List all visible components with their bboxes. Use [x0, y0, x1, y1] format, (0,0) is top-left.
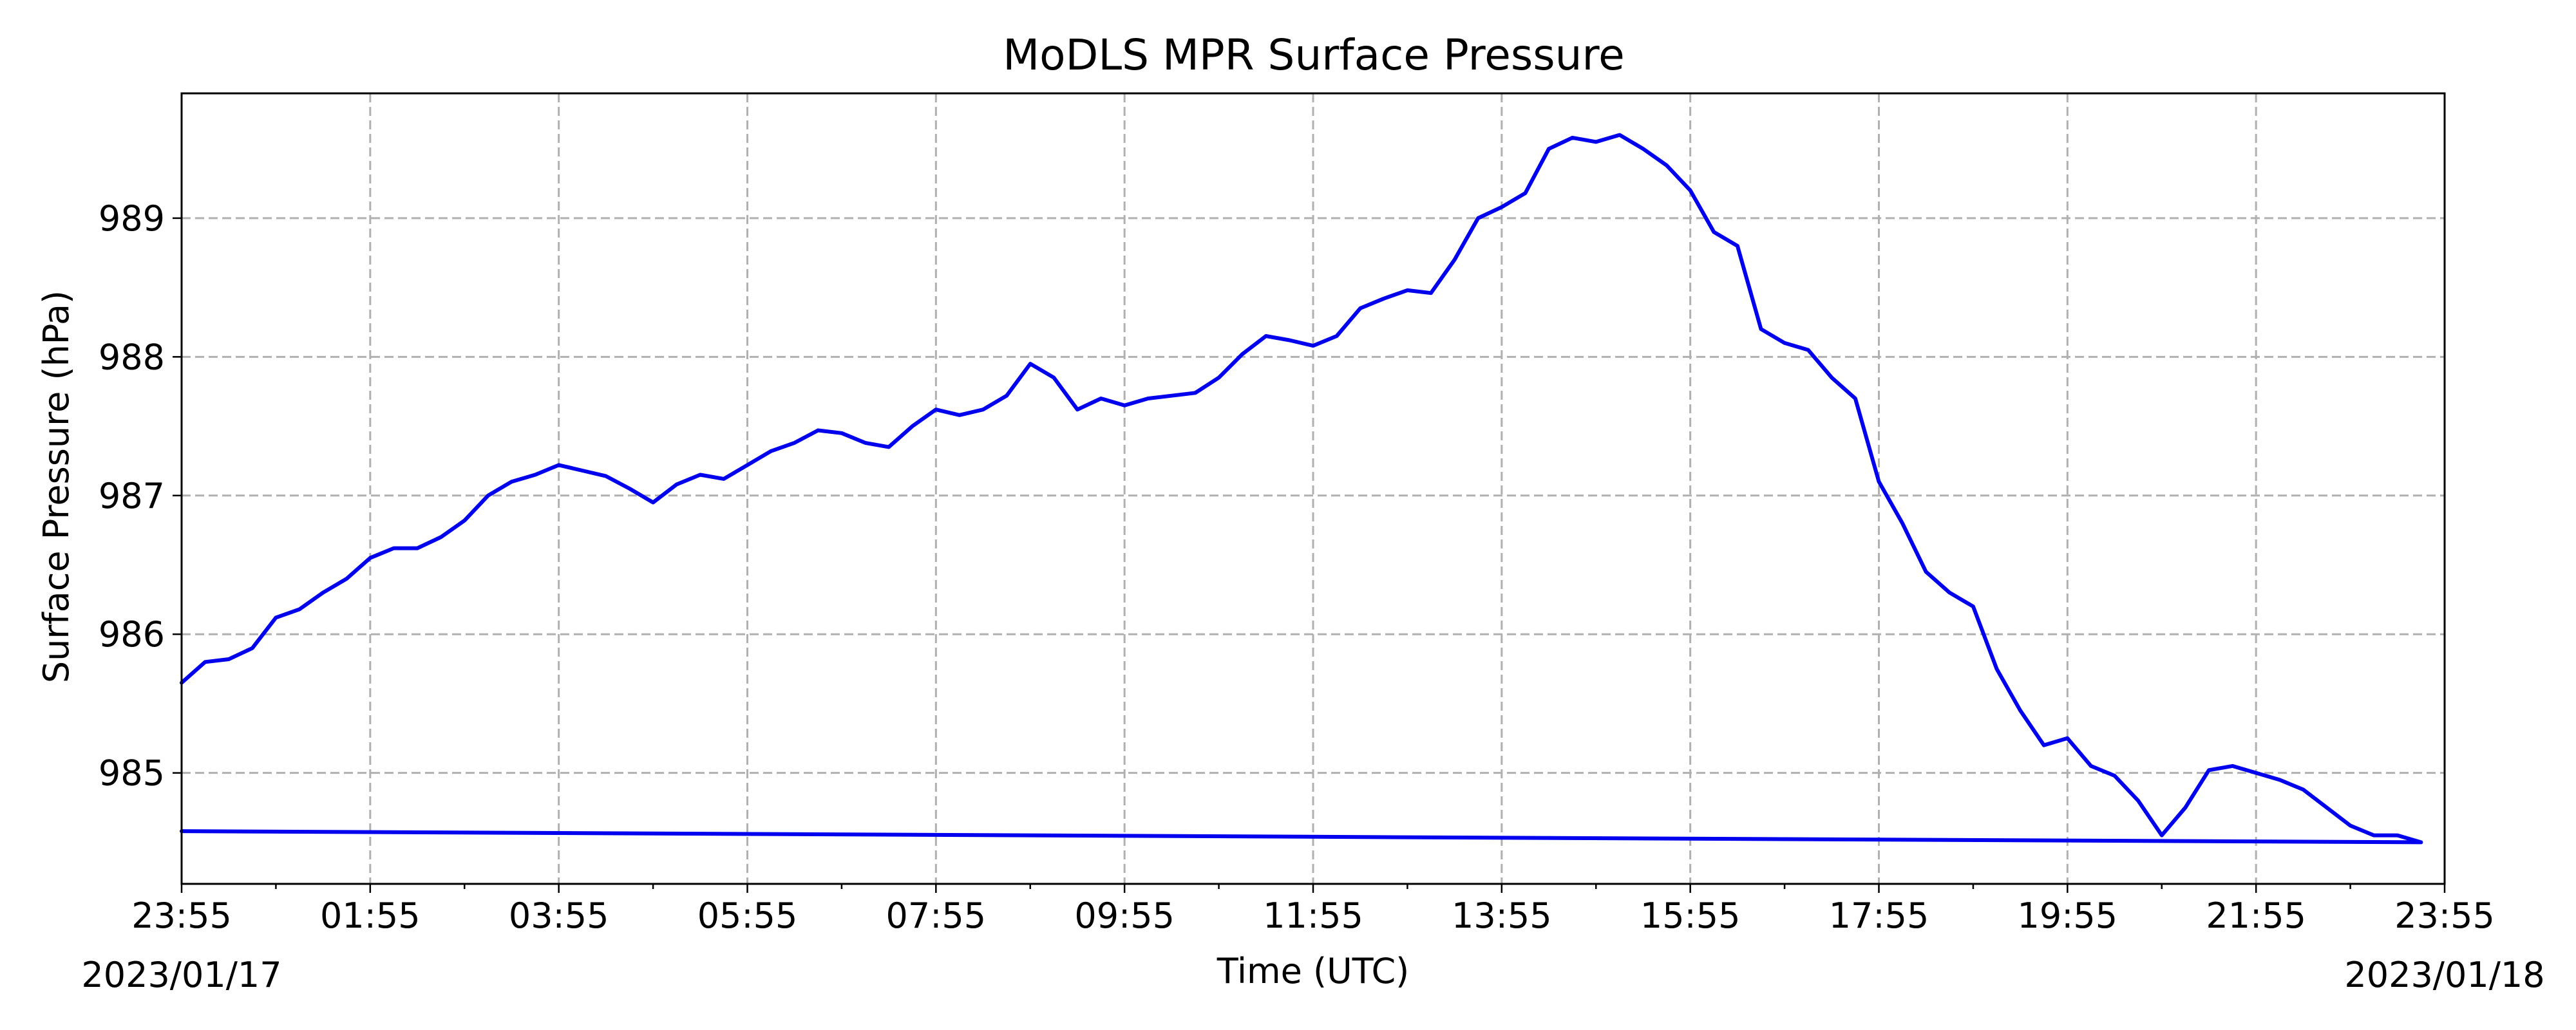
y-tick-label: 988 — [99, 337, 165, 377]
x-tick-label: 23:55 — [2394, 895, 2495, 936]
plot-area — [180, 133, 2423, 845]
pressure-series-line — [180, 133, 2423, 845]
x-tick-label: 05:55 — [697, 895, 798, 936]
x-end-date: 2023/01/18 — [2344, 955, 2544, 995]
x-tick-label: 03:55 — [509, 895, 609, 936]
x-tick-label: 11:55 — [1263, 895, 1363, 936]
x-tick-label: 15:55 — [1640, 895, 1741, 936]
grid — [182, 93, 2445, 884]
x-start-date: 2023/01/17 — [81, 955, 281, 995]
x-tick-label: 19:55 — [2018, 895, 2118, 936]
axis-ticks: 23:55 01:55 03:55 05:55 07:55 09:55 11:55 13:55… — [99, 198, 2495, 936]
plot-frame — [180, 92, 2446, 885]
x-tick-label: 23:55 — [131, 895, 232, 936]
x-tick-label: 17:55 — [1829, 895, 1929, 936]
x-tick-label: 01:55 — [320, 895, 421, 936]
x-axis-label: Time (UTC) — [1217, 951, 1410, 991]
x-tick-label: 13:55 — [1452, 895, 1552, 936]
y-axis-label: Surface Pressure (hPa) — [36, 290, 77, 683]
x-tick-label: 07:55 — [886, 895, 987, 936]
y-tick-label: 987 — [99, 476, 165, 516]
x-tick-label: 21:55 — [2206, 895, 2306, 936]
y-tick-label: 985 — [99, 753, 165, 794]
chart-title: MoDLS MPR Surface Pressure — [1003, 30, 1625, 80]
y-tick-label: 989 — [99, 198, 165, 239]
y-tick-label: 986 — [99, 614, 165, 655]
x-tick-label: 09:55 — [1074, 895, 1175, 936]
